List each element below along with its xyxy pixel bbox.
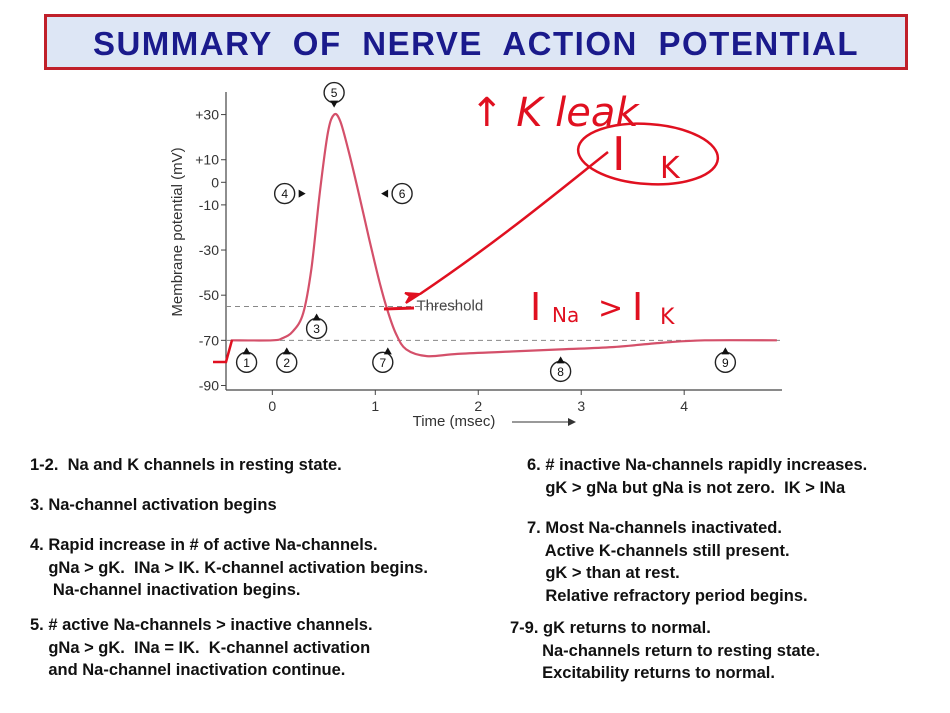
stage-marker-pointer	[282, 347, 291, 355]
stage-marker-pointer	[312, 313, 321, 321]
stage-markers: 1 2 3 4 5 6 7 8 9	[235, 81, 737, 383]
note-6: 6. # inactive Na-channels rapidly increa…	[527, 456, 868, 497]
stage-marker-pointer	[556, 356, 565, 364]
stage-marker-circle	[372, 351, 394, 374]
note-4: 4. Rapid increase in # of active Na-chan…	[30, 536, 428, 599]
stage-marker-label: 3	[313, 322, 320, 336]
x-tick-label: 2	[474, 398, 482, 414]
resting-scribble	[213, 339, 234, 364]
x-tick-label: 0	[268, 398, 276, 414]
handwritten-annotations: ↑ K leak I K I Na > I K	[213, 90, 720, 364]
stage-marker-pointer	[383, 347, 392, 355]
y-tick-label: -30	[199, 242, 219, 258]
x-tick-label: 4	[680, 398, 688, 414]
x-axis-label: Time (msec)	[413, 413, 496, 430]
stage-marker-pointer	[381, 189, 389, 198]
ik-arrow	[419, 151, 609, 296]
stage-marker-label: 8	[557, 365, 564, 379]
x-ticks: 0 1 2 3 4	[268, 390, 688, 414]
stage-marker-label: 6	[399, 187, 406, 201]
y-tick-label: +30	[195, 107, 219, 123]
note-1-2: 1-2. Na and K channels in resting state.	[30, 456, 342, 474]
stage-marker-label: 2	[283, 356, 290, 370]
y-tick-label: -10	[199, 197, 219, 213]
stage-marker-label: 5	[331, 86, 338, 100]
y-ticks: +30 +10 0 -10 -30 -50 -70 -90	[195, 107, 226, 393]
note-3: 3. Na-channel activation begins	[30, 496, 277, 514]
time-arrow-head	[568, 418, 576, 426]
y-tick-label: 0	[211, 174, 219, 190]
ik2-note: I	[632, 285, 643, 329]
y-axis-label: Membrane potential (mV)	[169, 147, 186, 316]
stage-marker-circle	[273, 182, 296, 205]
ik-arrow-head	[404, 292, 424, 304]
action-potential-chart: +30 +10 0 -10 -30 -50 -70 -90 0 1 2 3 4 Membrane po…	[169, 81, 782, 430]
stage-marker-pointer	[242, 347, 251, 355]
ik2-note-sub: K	[660, 305, 675, 330]
stage-marker-label: 9	[722, 356, 729, 370]
title-banner: SUMMARY OF NERVE ACTION POTENTIAL	[44, 14, 908, 70]
ina-note: I	[530, 285, 541, 329]
note-7-9: 7-9. gK returns to normal. Na-channels r…	[510, 619, 820, 682]
note-7: 7. Most Na-channels inactivated. Active …	[527, 519, 808, 605]
ik-note-sub: K	[660, 151, 681, 186]
y-tick-label: -90	[199, 377, 219, 393]
y-tick-label: +10	[195, 152, 219, 168]
stage-marker-pointer	[721, 347, 730, 355]
ina-gt-note: >	[598, 291, 623, 326]
stage-marker-pointer	[298, 189, 306, 198]
threshold-label: Threshold	[416, 297, 483, 314]
action-potential-curve	[231, 112, 777, 358]
page-title: SUMMARY OF NERVE ACTION POTENTIAL	[92, 25, 860, 62]
ina-note-sub: Na	[552, 303, 579, 327]
k-leak-note: ↑ K leak	[470, 90, 640, 136]
y-tick-label: -50	[199, 287, 219, 303]
x-tick-label: 1	[371, 398, 379, 414]
stage-marker-label: 7	[379, 356, 386, 370]
threshold-mark	[383, 306, 415, 311]
note-5: 5. # active Na-channels > inactive chann…	[30, 616, 373, 679]
stage-marker-label: 4	[281, 187, 288, 201]
x-tick-label: 3	[577, 398, 585, 414]
ik-circle	[576, 122, 720, 186]
stage-marker-pointer	[330, 100, 339, 108]
ik-note: I	[612, 127, 626, 181]
stage-marker-label: 1	[243, 356, 250, 370]
y-tick-label: -70	[199, 332, 219, 348]
stage-marker-circle	[391, 182, 413, 205]
